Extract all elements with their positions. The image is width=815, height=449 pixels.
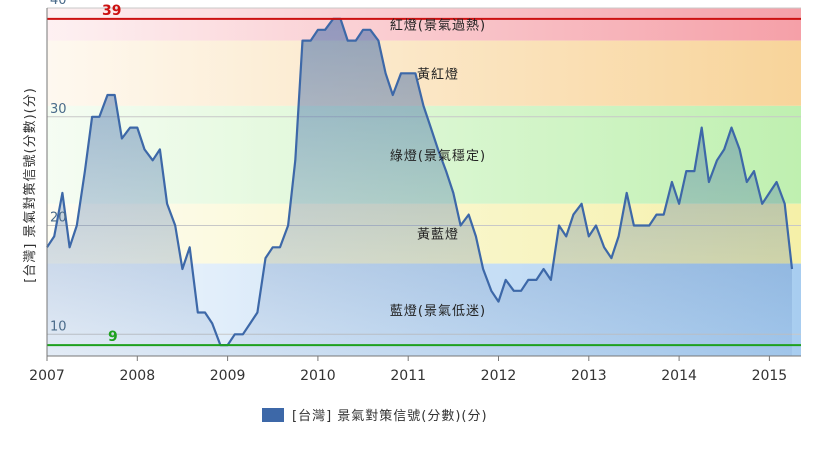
zone-band-0 [47,8,801,41]
zone-label-0: 紅燈(景氣過熱) [390,18,486,33]
zone-label-3: 黃藍燈 [417,228,459,243]
series-line [46,17,794,347]
legend[interactable]: [台灣] 景氣對策信號(分數)(分) [262,405,488,424]
axes: 10 20 30 40 2007 2008 2009 2010 2011 2012 2013 2014… [29,0,801,384]
x-tick-2015: 2015 [752,368,788,384]
legend-label: [台灣] 景氣對策信號(分數)(分) [292,409,488,424]
series-area [46,17,794,357]
x-tick-2009: 2009 [210,368,246,384]
x-tick-2008: 2008 [119,368,155,384]
zone-label-1: 黃紅燈 [417,67,459,82]
x-tick-2007: 2007 [29,368,65,384]
y-tick-10: 10 [50,319,67,334]
threshold-label-39: 39 [102,3,121,19]
zone-label-2: 綠燈(景氣穩定) [390,149,486,164]
y-tick-40: 40 [50,0,67,8]
x-tick-2010: 2010 [300,368,336,384]
x-tick-2014: 2014 [661,368,697,384]
threshold-label-9: 9 [108,329,118,345]
y-axis-label: [台灣] 景氣對策信號(分數)(分) [22,87,38,283]
y-tick-30: 30 [50,102,67,117]
zone-band-1 [47,40,801,106]
y-tick-20: 20 [50,211,67,226]
series-fill [47,18,792,357]
zone-label-4: 藍燈(景氣低迷) [390,304,486,319]
legend-swatch [262,407,284,422]
threshold-lines: 39 9 [47,3,801,347]
x-tick-2013: 2013 [571,368,607,384]
x-tick-2011: 2011 [390,368,426,384]
x-tick-2012: 2012 [481,368,517,384]
